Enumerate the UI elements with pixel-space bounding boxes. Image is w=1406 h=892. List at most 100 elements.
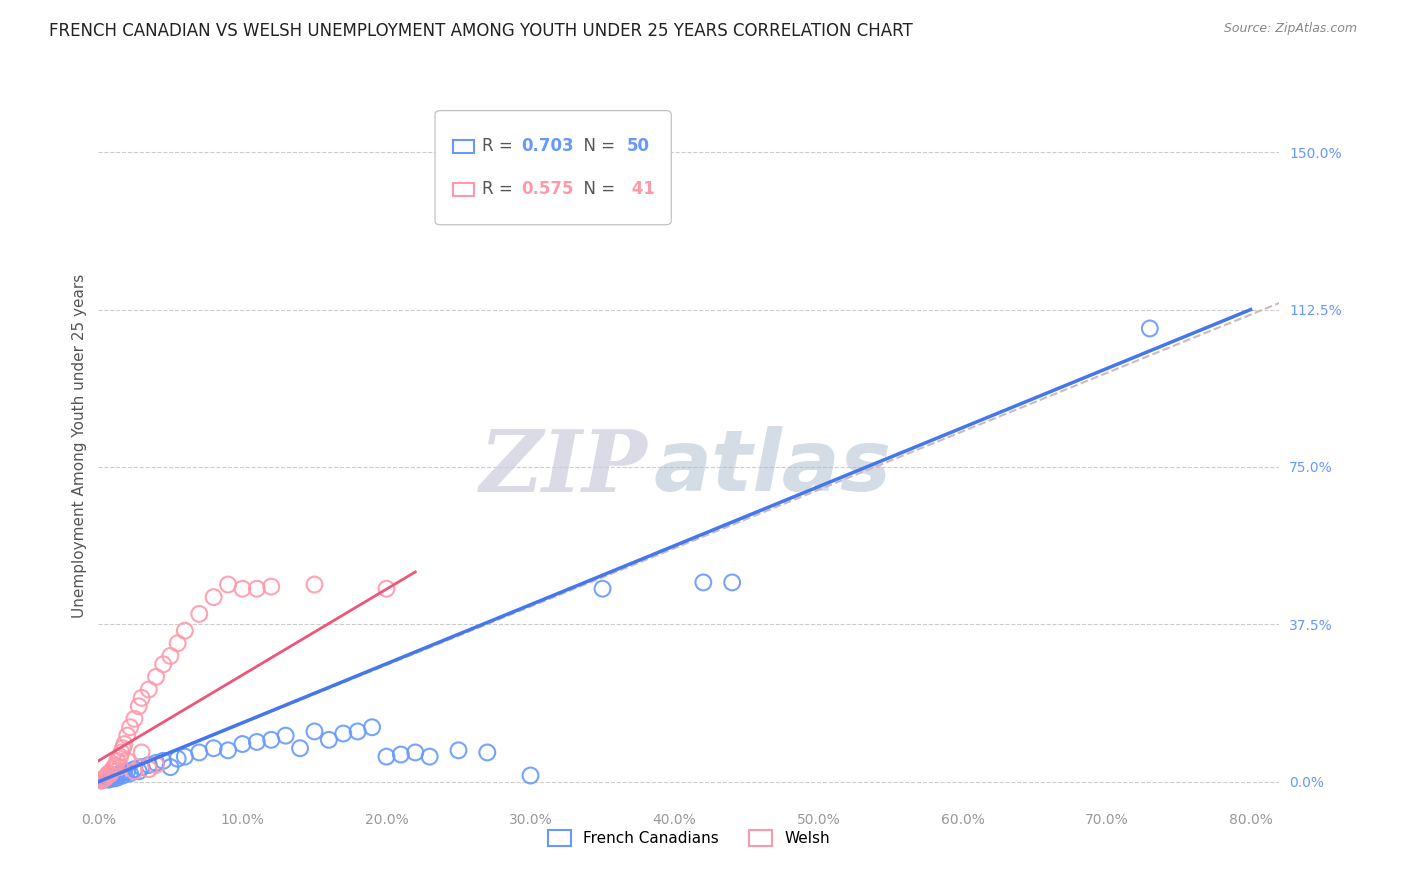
Point — [159, 760, 181, 774]
Point — [152, 657, 174, 672]
Y-axis label: Unemployment Among Youth under 25 years: Unemployment Among Youth under 25 years — [72, 274, 87, 618]
Point — [124, 762, 146, 776]
Point — [145, 670, 167, 684]
Point — [692, 575, 714, 590]
Point — [103, 772, 125, 786]
Point — [94, 772, 117, 786]
Point — [108, 749, 131, 764]
Text: N =: N = — [574, 137, 620, 155]
Point — [90, 773, 112, 788]
Point — [318, 732, 340, 747]
Point — [246, 582, 269, 596]
Point — [231, 737, 253, 751]
Point — [274, 729, 297, 743]
Text: N =: N = — [574, 180, 620, 198]
Point — [131, 760, 153, 774]
Point — [105, 754, 128, 768]
Point — [100, 764, 122, 779]
Point — [188, 746, 211, 760]
Point — [112, 737, 135, 751]
Point — [100, 771, 122, 785]
Point — [124, 764, 146, 779]
Point — [97, 766, 120, 780]
Point — [104, 758, 127, 772]
Point — [110, 746, 132, 760]
Point — [112, 765, 135, 780]
FancyBboxPatch shape — [434, 111, 671, 225]
Point — [101, 762, 124, 776]
Point — [202, 590, 225, 604]
Text: atlas: atlas — [654, 425, 891, 509]
Point — [246, 735, 269, 749]
Point — [1139, 321, 1161, 335]
Point — [101, 770, 124, 784]
Point — [519, 768, 541, 782]
Point — [98, 767, 121, 781]
Point — [108, 760, 131, 774]
Text: R =: R = — [482, 137, 519, 155]
Point — [166, 752, 188, 766]
Point — [260, 732, 283, 747]
Point — [138, 758, 160, 772]
Text: 41: 41 — [626, 180, 655, 198]
Text: 0.703: 0.703 — [522, 137, 574, 155]
Text: Source: ZipAtlas.com: Source: ZipAtlas.com — [1223, 22, 1357, 36]
Text: ZIP: ZIP — [479, 425, 648, 509]
Point — [145, 756, 167, 770]
Point — [128, 699, 150, 714]
Point — [375, 749, 398, 764]
Bar — [453, 183, 474, 195]
Point — [91, 772, 114, 787]
Point — [138, 762, 160, 776]
Point — [98, 772, 121, 786]
Point — [202, 741, 225, 756]
Point — [332, 726, 354, 740]
Point — [104, 768, 127, 782]
Point — [124, 712, 146, 726]
Point — [94, 771, 117, 785]
Point — [361, 720, 384, 734]
Point — [304, 724, 326, 739]
Point — [231, 582, 253, 596]
Point — [217, 743, 239, 757]
Legend: French Canadians, Welsh: French Canadians, Welsh — [541, 824, 837, 852]
Point — [111, 768, 134, 782]
Point — [447, 743, 470, 757]
Point — [115, 764, 138, 779]
Point — [131, 746, 153, 760]
Point — [110, 766, 132, 780]
Point — [304, 577, 326, 591]
Point — [115, 754, 138, 768]
Point — [404, 746, 426, 760]
Point — [96, 768, 118, 782]
Point — [120, 720, 142, 734]
Point — [105, 771, 128, 785]
Point — [111, 741, 134, 756]
Bar — [453, 140, 474, 153]
Text: R =: R = — [482, 180, 519, 198]
Point — [260, 580, 283, 594]
Point — [108, 767, 131, 781]
Point — [166, 636, 188, 650]
Point — [96, 771, 118, 785]
Point — [389, 747, 412, 762]
Point — [288, 741, 311, 756]
Point — [103, 760, 125, 774]
Point — [477, 746, 499, 760]
Point — [93, 772, 115, 786]
Point — [90, 773, 112, 788]
Point — [152, 754, 174, 768]
Point — [128, 764, 150, 779]
Point — [346, 724, 368, 739]
Point — [131, 690, 153, 705]
Point — [115, 729, 138, 743]
Point — [419, 749, 441, 764]
Text: FRENCH CANADIAN VS WELSH UNEMPLOYMENT AMONG YOUTH UNDER 25 YEARS CORRELATION CHA: FRENCH CANADIAN VS WELSH UNEMPLOYMENT AM… — [49, 22, 912, 40]
Point — [721, 575, 744, 590]
Point — [145, 758, 167, 772]
Point — [375, 582, 398, 596]
Point — [120, 766, 142, 780]
Point — [217, 577, 239, 591]
Point — [173, 749, 195, 764]
Point — [159, 648, 181, 663]
